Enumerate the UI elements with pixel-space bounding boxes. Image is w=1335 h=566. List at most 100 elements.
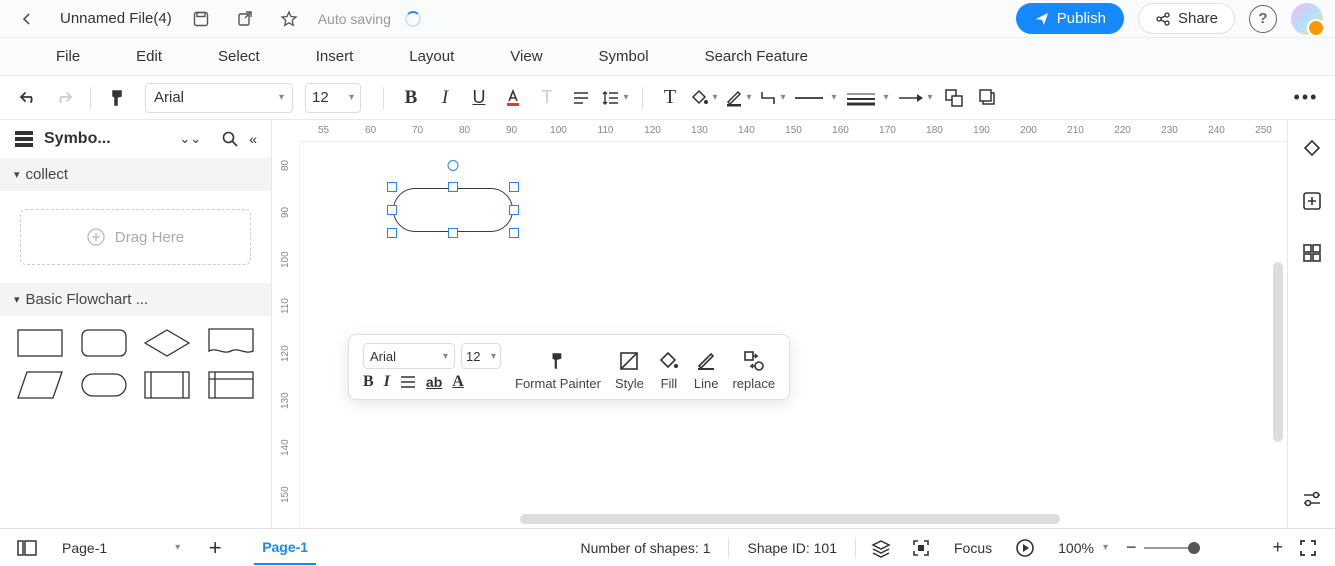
shape-predefined[interactable]: [140, 368, 196, 402]
open-external-icon[interactable]: [230, 4, 260, 34]
page-tab-active[interactable]: Page-1: [254, 531, 316, 565]
drag-here-zone[interactable]: Drag Here: [20, 209, 251, 265]
menu-insert[interactable]: Insert: [288, 48, 382, 65]
line-color-icon[interactable]: ▾: [723, 83, 753, 113]
text-icon[interactable]: T: [532, 83, 562, 113]
selected-shape[interactable]: [387, 182, 519, 238]
float-fill[interactable]: Fill: [658, 350, 680, 391]
fullscreen-icon[interactable]: [1293, 533, 1323, 563]
layers-footer-icon[interactable]: [866, 533, 896, 563]
handle-ne[interactable]: [509, 182, 519, 192]
focus-icon[interactable]: [906, 533, 936, 563]
align-icon[interactable]: [566, 83, 596, 113]
save-icon[interactable]: [186, 4, 216, 34]
flowchart-section[interactable]: ▾Basic Flowchart ...: [0, 283, 271, 316]
share-button[interactable]: Share: [1138, 3, 1235, 34]
line-weight-icon[interactable]: ▾: [843, 83, 891, 113]
handle-sw[interactable]: [387, 228, 397, 238]
h-scrollbar[interactable]: [520, 514, 1060, 524]
handle-n[interactable]: [448, 182, 458, 192]
canvas-area[interactable]: 5560708090100110120130140150160170180190…: [272, 120, 1287, 528]
float-style[interactable]: Style: [615, 350, 644, 391]
rail-insert-icon[interactable]: [1297, 186, 1327, 216]
handle-se[interactable]: [509, 228, 519, 238]
search-icon[interactable]: [221, 130, 239, 148]
rail-grid-icon[interactable]: [1297, 238, 1327, 268]
menu-symbol[interactable]: Symbol: [571, 48, 677, 65]
group-icon[interactable]: [939, 83, 969, 113]
zoom-in-icon[interactable]: +: [1272, 537, 1283, 558]
shape-internal[interactable]: [203, 368, 259, 402]
rotate-handle[interactable]: [448, 160, 459, 171]
undo-icon[interactable]: [14, 83, 44, 113]
handle-e[interactable]: [509, 205, 519, 215]
float-font-select[interactable]: Arial▾: [363, 343, 455, 369]
add-page-icon[interactable]: +: [200, 533, 230, 563]
shape-diamond[interactable]: [140, 326, 196, 360]
back-icon[interactable]: [12, 4, 42, 34]
zoom-out-icon[interactable]: −: [1126, 537, 1137, 558]
float-bold-icon[interactable]: B: [363, 373, 374, 391]
fill-icon[interactable]: ▾: [689, 83, 719, 113]
underline-icon[interactable]: U: [464, 83, 494, 113]
float-fontcolor-icon[interactable]: A: [452, 373, 464, 391]
menu-search-feature[interactable]: Search Feature: [677, 48, 836, 65]
redo-icon[interactable]: [48, 83, 78, 113]
menu-edit[interactable]: Edit: [108, 48, 190, 65]
more-icon[interactable]: •••: [1291, 83, 1321, 113]
shape-rect[interactable]: [12, 326, 68, 360]
float-replace[interactable]: replace: [732, 350, 775, 391]
menu-layout[interactable]: Layout: [381, 48, 482, 65]
handle-w[interactable]: [387, 205, 397, 215]
rail-style-icon[interactable]: [1297, 134, 1327, 164]
float-align-icon[interactable]: [400, 375, 416, 389]
layers-icon[interactable]: [973, 83, 1003, 113]
shape-parallelogram[interactable]: [12, 368, 68, 402]
help-icon[interactable]: ?: [1249, 5, 1277, 33]
float-size-select[interactable]: 12▾: [461, 343, 501, 369]
text-tool-icon[interactable]: T: [655, 83, 685, 113]
focus-label[interactable]: Focus: [946, 540, 1000, 556]
menu-view[interactable]: View: [482, 48, 570, 65]
float-case-icon[interactable]: ab: [426, 374, 442, 390]
font-select[interactable]: Arial▾: [145, 83, 293, 113]
float-italic-icon[interactable]: I: [384, 373, 390, 391]
format-painter-icon[interactable]: [103, 83, 133, 113]
right-rail: [1287, 120, 1335, 528]
zoom-value[interactable]: 100%▾: [1050, 540, 1116, 556]
float-line[interactable]: Line: [694, 350, 719, 391]
file-name[interactable]: Unnamed File(4): [60, 10, 172, 27]
bold-icon[interactable]: B: [396, 83, 426, 113]
zoom-slider[interactable]: [1144, 547, 1194, 549]
v-scrollbar[interactable]: [1273, 262, 1283, 442]
avatar[interactable]: [1291, 3, 1323, 35]
collapse-icon[interactable]: «: [249, 131, 257, 147]
line-spacing-icon[interactable]: ▾: [600, 83, 630, 113]
font-color-icon[interactable]: [498, 83, 528, 113]
handle-s[interactable]: [448, 228, 458, 238]
float-format-painter[interactable]: Format Painter: [515, 350, 601, 391]
publish-button[interactable]: Publish: [1016, 3, 1124, 34]
menu-file[interactable]: File: [28, 48, 108, 65]
page-select[interactable]: Page-1▾: [52, 534, 190, 562]
font-size-select[interactable]: 12▾: [305, 83, 361, 113]
present-icon[interactable]: [1010, 533, 1040, 563]
share-label: Share: [1178, 10, 1218, 27]
menu-select[interactable]: Select: [190, 48, 288, 65]
float-toolbar: Arial▾ 12▾ B I ab A Format Painter: [348, 334, 790, 400]
rail-settings-icon[interactable]: [1297, 484, 1327, 514]
shape-document[interactable]: [203, 326, 259, 360]
star-icon[interactable]: [274, 4, 304, 34]
arrow-style-icon[interactable]: ▾: [895, 83, 935, 113]
shape-terminator[interactable]: [76, 368, 132, 402]
shape-body[interactable]: [393, 188, 513, 232]
connector-icon[interactable]: ▾: [757, 83, 787, 113]
handle-nw[interactable]: [387, 182, 397, 192]
page-layout-icon[interactable]: [12, 533, 42, 563]
shape-roundrect[interactable]: [76, 326, 132, 360]
collect-section[interactable]: ▾collect: [0, 158, 271, 191]
italic-icon[interactable]: I: [430, 83, 460, 113]
expand-icon[interactable]: ⌄⌄: [179, 131, 201, 147]
font-size-value: 12: [312, 89, 329, 106]
line-style-icon[interactable]: ▾: [791, 83, 839, 113]
